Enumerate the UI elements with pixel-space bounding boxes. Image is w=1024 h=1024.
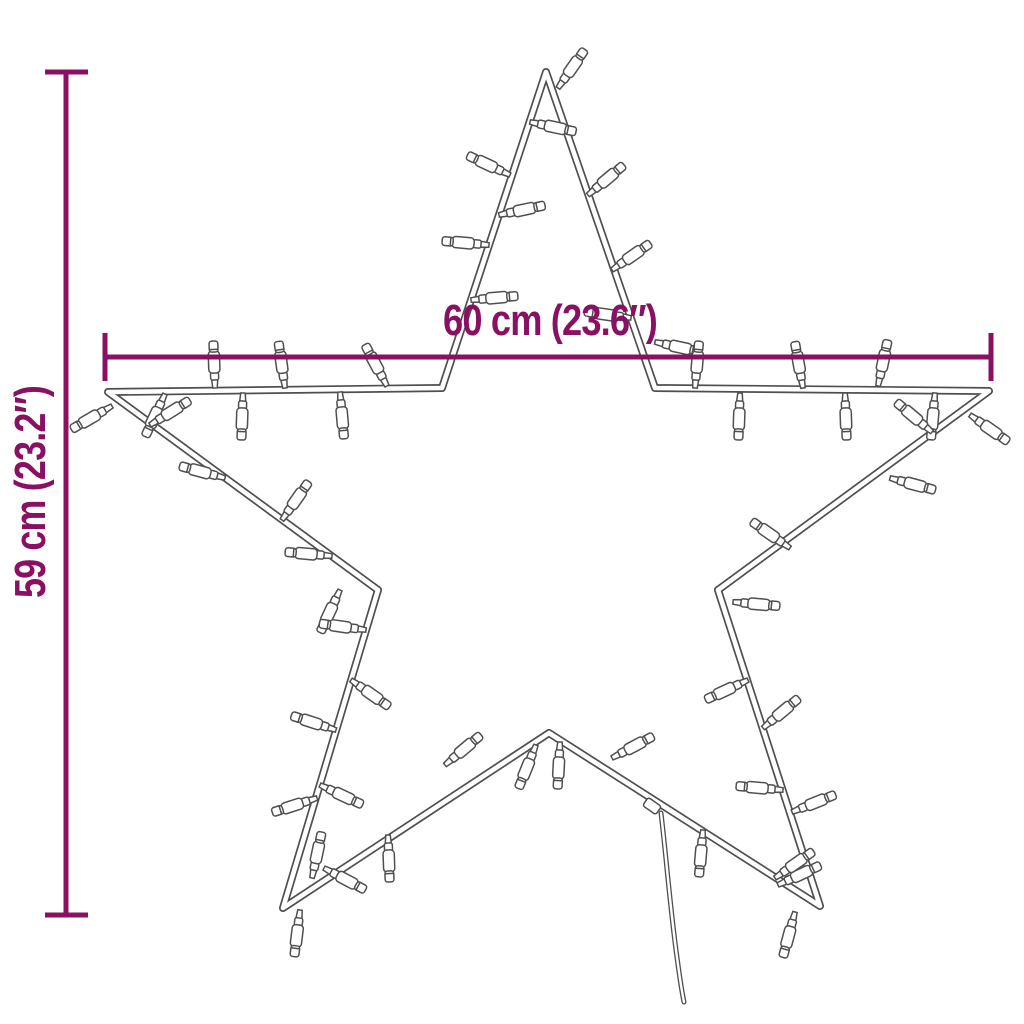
led-bulb (272, 339, 292, 390)
power-cord-wire-core (659, 811, 686, 1004)
led-bulb (440, 234, 491, 252)
led-bulb (317, 617, 368, 637)
led-bulb (838, 392, 853, 441)
height-dimension-lines (45, 69, 88, 918)
led-bulb (551, 740, 567, 790)
led-bulb (333, 390, 351, 441)
led-bulb (287, 908, 307, 959)
led-bulb (552, 45, 591, 92)
led-bulb (235, 392, 250, 441)
power-cord (642, 797, 687, 1005)
width-dimension: 60 cm (23.6″) (102, 296, 994, 381)
led-bulb (276, 477, 315, 524)
height-dimension-label: 59 cm (23.2″) (6, 386, 55, 598)
led-bulb (316, 779, 366, 811)
led-bulb (67, 400, 116, 436)
led-bulbs-group (67, 45, 1013, 960)
led-bulb (464, 149, 514, 181)
led-bulb (887, 471, 938, 497)
led-bulb (608, 730, 657, 764)
led-bulb (440, 729, 486, 771)
led-bulb (207, 340, 222, 389)
led-bulb (788, 339, 810, 390)
power-cord-connector (642, 797, 662, 815)
star-frame-inner-line (105, 69, 992, 911)
star-frame (104, 68, 993, 912)
led-bulb (305, 830, 328, 880)
led-bulb (347, 674, 394, 713)
width-dimension-lines (102, 333, 994, 381)
led-bulb (608, 237, 655, 276)
led-bulb (583, 159, 629, 201)
led-bulb (758, 692, 804, 734)
led-bulb (359, 341, 393, 390)
led-bulb (871, 338, 894, 388)
led-bulb (776, 909, 802, 960)
led-bulb (528, 115, 578, 138)
led-bulb (789, 788, 839, 818)
led-bulb (732, 392, 747, 441)
width-dimension-label: 60 cm (23.6″) (443, 296, 657, 345)
height-dimension: 59 cm (23.2″) (6, 69, 88, 918)
led-bulb (702, 674, 752, 706)
led-bulb (288, 709, 339, 737)
led-bulb (966, 409, 1013, 448)
led-bulb (731, 595, 782, 613)
